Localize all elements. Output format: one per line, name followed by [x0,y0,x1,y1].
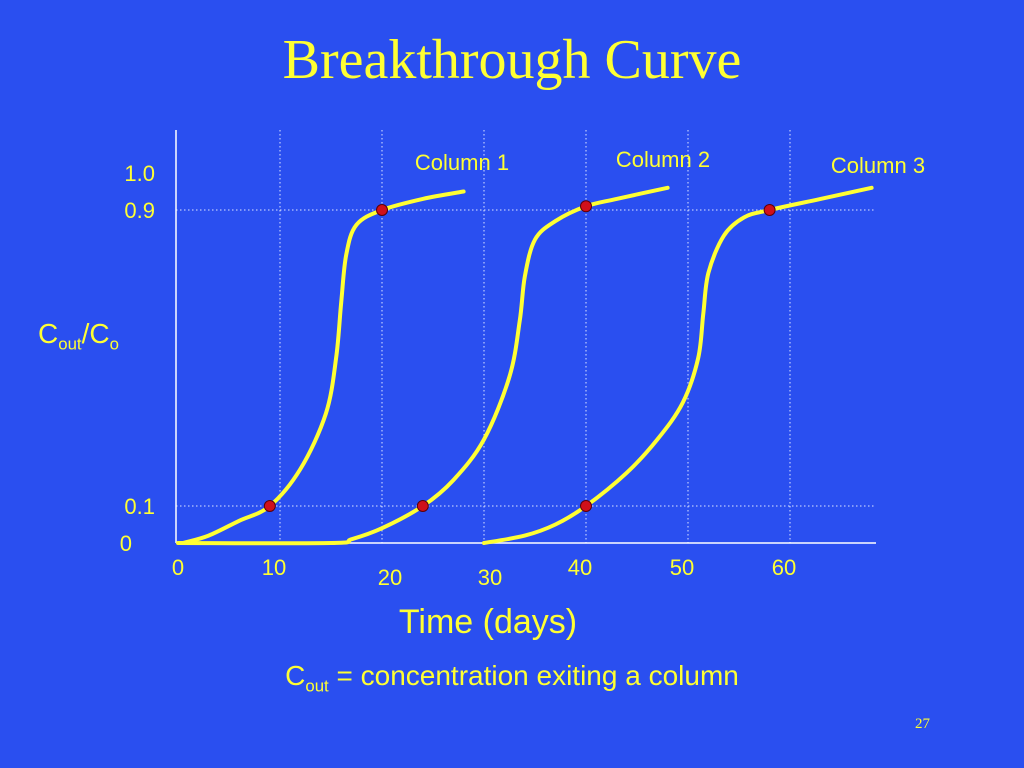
y-axis-label: Cout/Co [38,318,119,355]
x-axis-title: Time (days) [399,603,577,641]
x-tick-label: 40 [568,555,592,580]
series-line-2 [176,185,670,546]
curve-layer [176,185,874,546]
series-label-3: Column 3 [831,153,925,178]
x-tick-label: 0 [172,555,184,580]
x-tick-label: 30 [478,565,502,590]
data-point [416,500,429,512]
y-tick-label: 0.9 [124,198,155,223]
series-line-1 [181,189,466,545]
y-axis-label-main: C [38,318,59,349]
caption-subscript: out [305,676,329,696]
caption: Cout = concentration exiting a column [0,660,1024,697]
data-point [580,200,592,213]
y-tick-label: 0 [120,531,132,556]
x-tick-label: 10 [262,555,286,580]
data-point [263,500,276,512]
series-label-2: Column 2 [616,147,710,172]
axis-layer [175,130,876,544]
y-tick-label: 0.1 [124,494,155,519]
y-axis-label-sep: /C [81,318,110,349]
data-point [763,204,776,216]
x-tick-label: 20 [378,565,402,590]
series-label-1: Column 1 [415,150,509,175]
y-axis-label-sub1: out [58,334,82,354]
x-tick-label: 50 [670,555,694,580]
point-layer [263,200,776,512]
series-line-3 [482,185,874,545]
grid-layer [176,130,876,543]
y-tick-label: 1.0 [124,161,155,186]
data-point [580,500,592,512]
x-tick-label: 60 [772,555,796,580]
data-point [376,204,388,216]
slide-title: Breakthrough Curve [282,29,742,91]
y-axis-label-sub2: o [109,334,119,354]
label-layer: 0 10 20 30 40 50 60 0 0.1 0.9 1.0 Time (days) Column… [120,147,925,641]
page-number: 27 [915,716,930,732]
caption-text: = concentration exiting a column [328,660,739,691]
caption-symbol: C [285,660,306,691]
